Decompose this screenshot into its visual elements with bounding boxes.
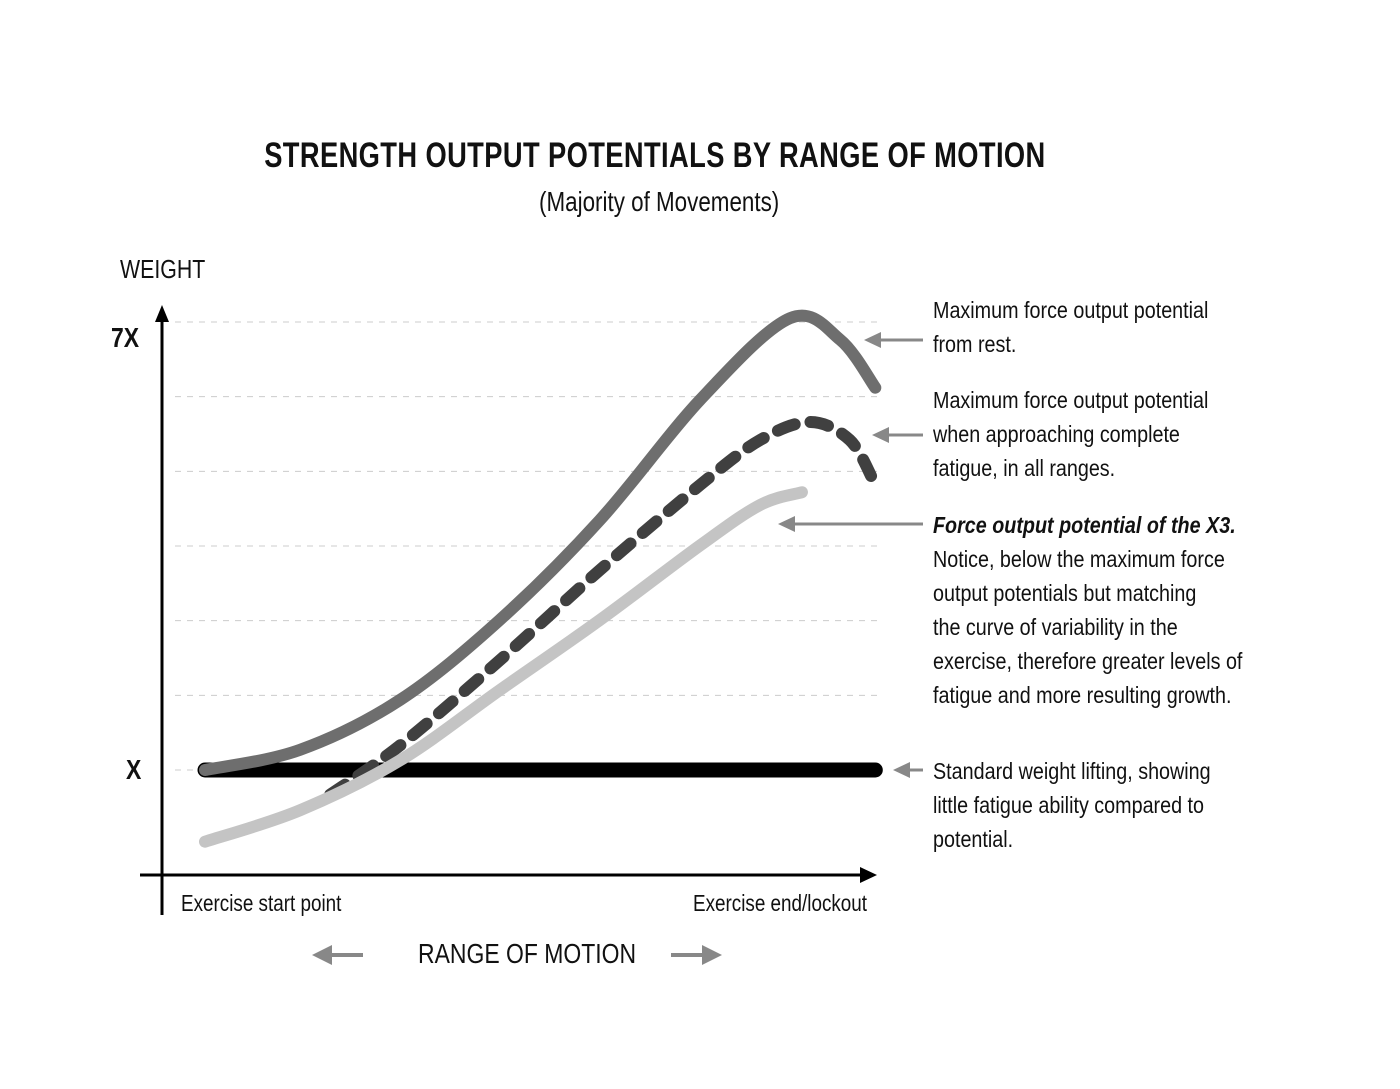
annotation-standard-lifting: Standard weight lifting, showing little …: [933, 754, 1264, 856]
annotation-max-fatigue: Maximum force output potential when appr…: [933, 383, 1261, 485]
series-x3: [199, 486, 808, 848]
annotation-arrow-icon: [778, 516, 923, 532]
y-axis-arrowhead: [155, 305, 169, 322]
range-left-arrow-icon: [312, 945, 363, 965]
annotation-line: Maximum force output potential: [933, 297, 1209, 323]
annotation-line: little fatigue ability compared to: [933, 792, 1205, 818]
annotation-line: the curve of variability in the: [933, 614, 1178, 640]
annotation-line: when approaching complete: [933, 421, 1180, 447]
y-tick-7x: 7X: [111, 322, 140, 353]
annotation-line: fatigue and more resulting growth.: [933, 682, 1232, 708]
series-max-from-rest: [199, 309, 882, 776]
chart-title: STRENGTH OUTPUT POTENTIALS BY RANGE OF M…: [264, 136, 1046, 175]
annotation-arrow-icon: [893, 762, 923, 778]
y-tick-x: X: [126, 754, 142, 785]
annotation-line: output potentials but matching: [933, 580, 1197, 606]
annotation-arrow-icon: [864, 332, 923, 348]
x-axis-arrowhead: [860, 867, 877, 883]
x-end-label: Exercise end/lockout: [693, 890, 868, 916]
annotation-line: Standard weight lifting, showing: [933, 758, 1211, 784]
annotation-emphasis: Force output potential of the X3.: [933, 512, 1236, 538]
annotation-x3: Force output potential of the X3. Notice…: [933, 508, 1301, 712]
annotation-line: fatigue, in all ranges.: [933, 455, 1116, 481]
annotation-line: from rest.: [933, 331, 1017, 357]
annotation-line: Maximum force output potential: [933, 387, 1209, 413]
annotation-arrow-icon: [872, 427, 923, 443]
x-axis-label: RANGE OF MOTION: [418, 938, 637, 969]
chart-subtitle: (Majority of Movements): [538, 186, 780, 217]
annotation-max-from-rest: Maximum force output potential from rest…: [933, 293, 1261, 361]
annotation-line: potential.: [933, 826, 1014, 852]
y-axis-label: WEIGHT: [120, 254, 206, 284]
annotation-line: exercise, therefore greater levels of: [933, 648, 1243, 674]
series-max-fatigue: [324, 416, 880, 801]
range-right-arrow-icon: [671, 945, 722, 965]
annotation-line: Notice, below the maximum force: [933, 546, 1225, 572]
x-start-label: Exercise start point: [181, 890, 342, 916]
